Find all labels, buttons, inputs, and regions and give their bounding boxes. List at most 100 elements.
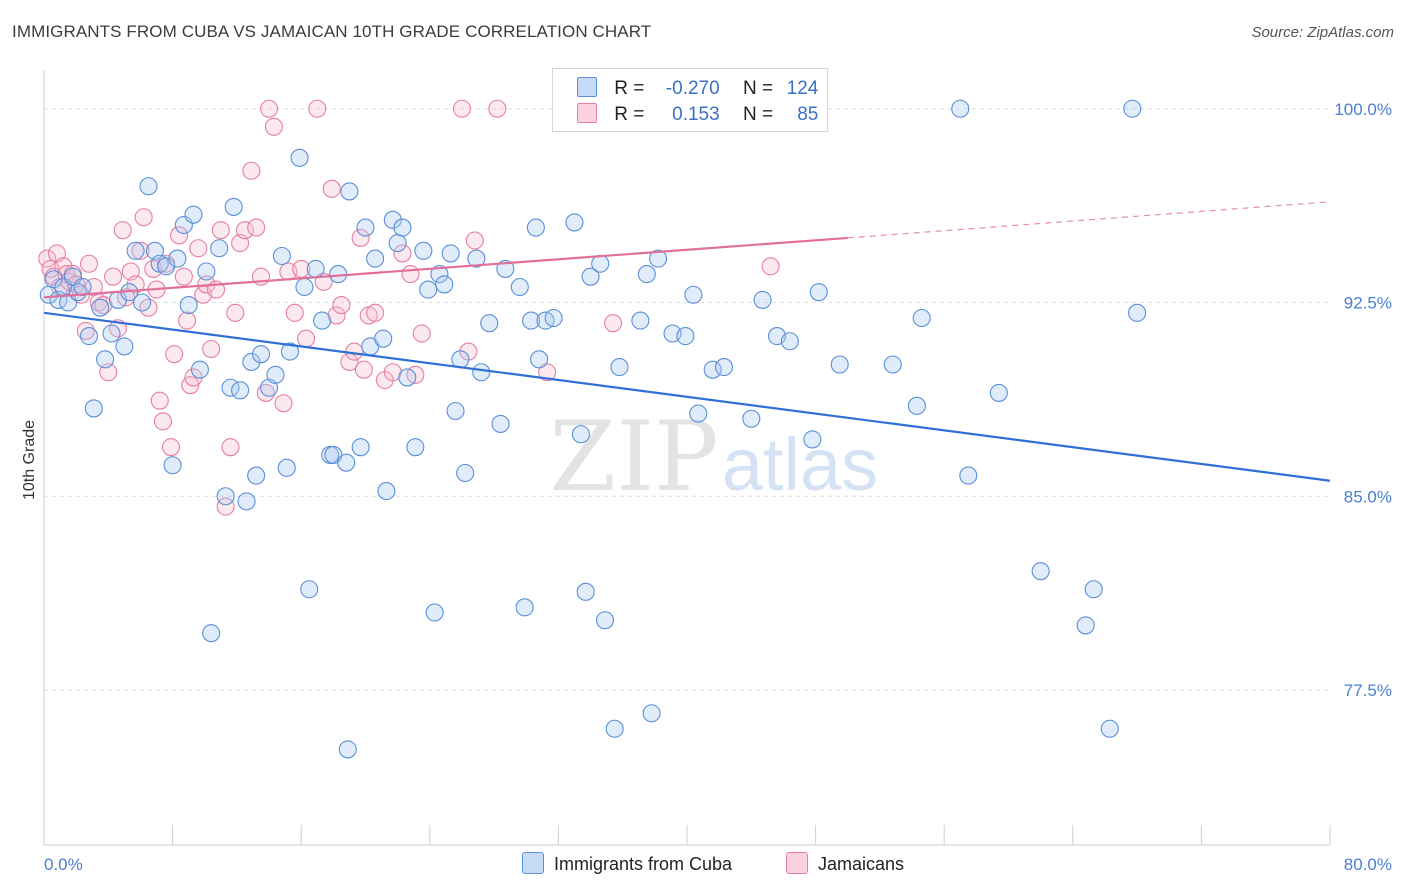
legend-r-value-jamaicans: 0.153 [672, 104, 720, 125]
cuba-point [544, 308, 563, 328]
cuba-point [251, 345, 271, 364]
cuba-point [522, 311, 541, 330]
cuba-point [115, 337, 134, 356]
watermark-zip: ZIP [549, 401, 718, 513]
cuba-point [780, 332, 799, 351]
jamaicans-point [296, 329, 316, 348]
cuba-point [467, 249, 486, 268]
gridlines [44, 108, 1330, 691]
y-tick-label: 77.5% [1344, 681, 1392, 700]
cuba-point [300, 580, 319, 599]
tick-labels: 77.5% 85.0% 92.5% 100.0% 0.0% 80.0% [44, 100, 1392, 874]
jamaicans-point [308, 99, 327, 118]
y-tick-label: 85.0% [1344, 487, 1392, 506]
cuba-point [44, 270, 63, 289]
cuba-point [247, 466, 266, 485]
cuba-point [313, 311, 332, 330]
cuba-point [290, 148, 309, 167]
cuba-point [753, 290, 772, 309]
cuba-point [202, 624, 221, 643]
cuba-point [703, 360, 722, 379]
jamaicans-point [165, 345, 184, 364]
jamaicans-point [131, 241, 150, 260]
jamaicans-point [354, 360, 373, 379]
cuba-point [306, 259, 325, 278]
x-tick-label: 80.0% [1344, 855, 1392, 874]
jamaicans-point [174, 267, 193, 286]
cuba-point [456, 463, 475, 483]
cuba-point [951, 99, 970, 118]
cuba-point [338, 740, 357, 759]
cuba-point [676, 327, 695, 346]
cuba-point [912, 308, 931, 328]
jamaicans-point [401, 265, 420, 284]
cuba-point [530, 350, 549, 369]
jamaicans-point [113, 221, 132, 240]
cuba-point [637, 265, 656, 284]
cuba-point [610, 358, 629, 377]
cuba-point [1076, 616, 1095, 635]
jamaicans-point [366, 303, 385, 322]
cuba-point [1123, 99, 1142, 118]
jamaicans-trend-line [43, 236, 848, 299]
legend-swatch-cuba [577, 77, 597, 97]
bottom-legend-swatch-cuba [522, 852, 544, 874]
jamaicans-point [452, 99, 472, 118]
jamaicans-point [322, 179, 341, 198]
cuba-point [210, 239, 229, 258]
cuba-point [591, 254, 610, 273]
cuba-point [907, 396, 926, 415]
jamaicans-point [242, 161, 261, 180]
source-label: Source: ZipAtlas.com [1251, 24, 1394, 41]
cuba-point [84, 399, 103, 418]
cuba-point [809, 283, 828, 302]
cuba-point [883, 355, 902, 374]
cuba-point [91, 298, 110, 317]
cuba-point [79, 327, 99, 346]
cuba-point [959, 466, 978, 485]
jamaicans-point [211, 221, 230, 240]
jamaicans-point [104, 267, 123, 286]
cuba-point [168, 249, 187, 268]
legend-swatch-jamaicans [577, 103, 597, 123]
cuba-point [126, 241, 145, 260]
cuba-point [430, 265, 449, 284]
cuba-point [68, 283, 87, 302]
cuba-point [163, 456, 182, 475]
cuba-point [366, 249, 385, 268]
cuba-point [414, 241, 433, 260]
cuba-point [491, 414, 510, 433]
jamaicans-point [161, 438, 181, 457]
jamaicans-point [134, 208, 153, 227]
cuba-points [39, 99, 1147, 759]
y-tick-label: 100.0% [1334, 100, 1392, 119]
jamaicans-point [178, 311, 197, 330]
cuba-point [435, 275, 454, 294]
jamaicans-point [256, 383, 275, 402]
cuba-point [576, 582, 595, 601]
cuba-point [398, 368, 417, 387]
cuba-point [242, 352, 261, 371]
cuba-point [383, 210, 402, 229]
cuba-point [190, 360, 209, 379]
jamaicans-point [226, 303, 245, 322]
jamaicans-point [351, 228, 370, 247]
cuba-point [480, 314, 499, 333]
cuba-point [571, 425, 590, 444]
cuba-point [441, 244, 460, 263]
cuba-point [510, 277, 529, 297]
cuba-point [1031, 562, 1050, 581]
legend-r-value-cuba: -0.270 [665, 78, 720, 99]
y-axis-label: 10th Grade [21, 420, 38, 500]
legend-row-cuba: R = -0.270 N = 124 [577, 77, 818, 101]
legend-row-jamaicans: R = 0.153 N = 85 [577, 103, 818, 127]
cuba-point [581, 267, 600, 286]
cuba-point [1128, 303, 1147, 322]
jamaicans-trend-extension [847, 201, 1331, 239]
cuba-point [388, 234, 407, 253]
cuba-point [356, 218, 375, 237]
jamaicans-point [150, 391, 169, 410]
cuba-point [419, 280, 438, 299]
jamaicans-point [465, 231, 484, 250]
